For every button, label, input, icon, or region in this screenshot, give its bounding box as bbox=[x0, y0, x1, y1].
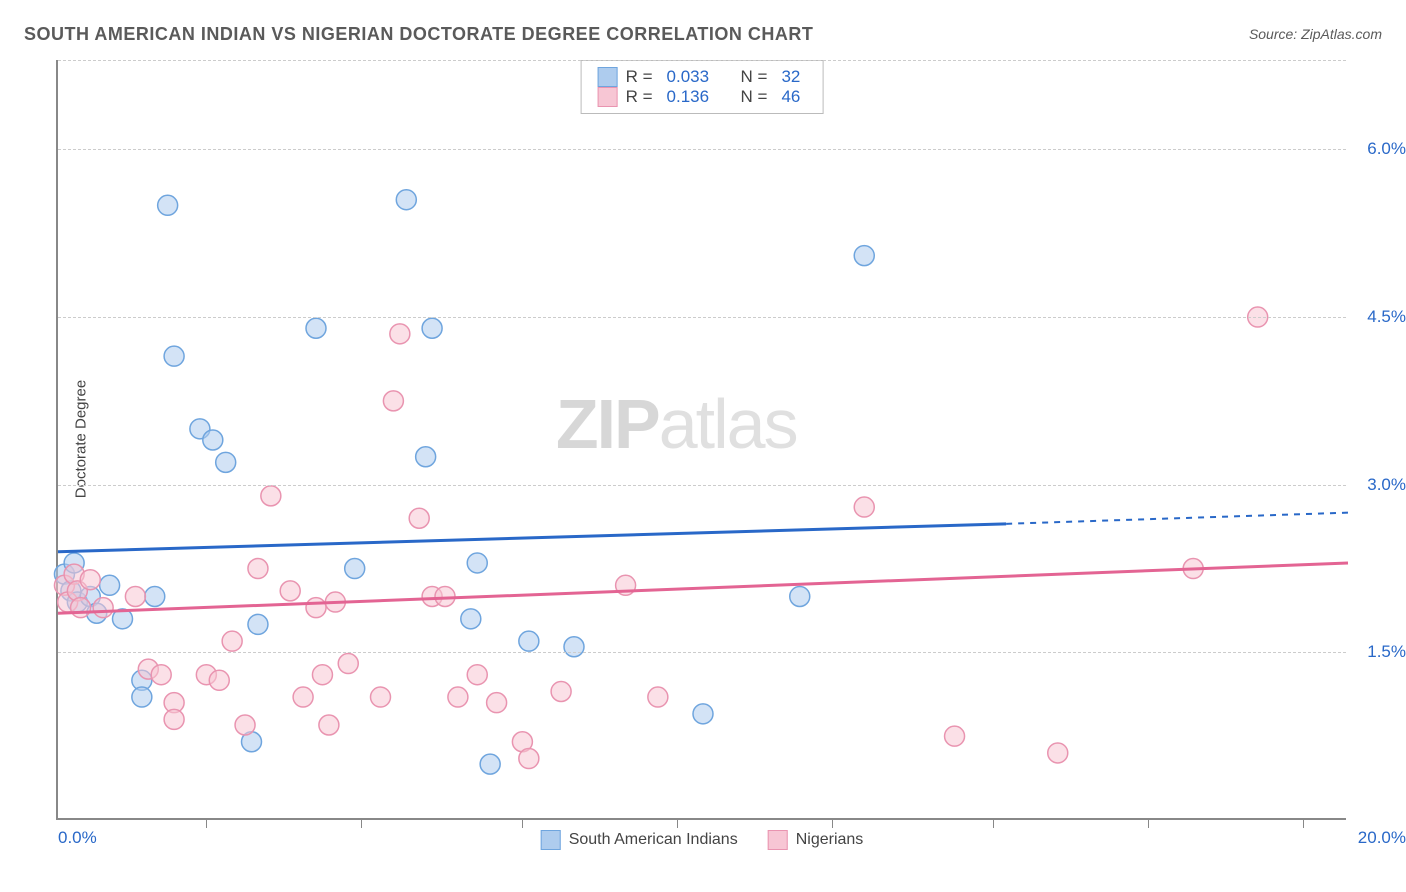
y-tick-label: 4.5% bbox=[1367, 307, 1406, 327]
data-point bbox=[164, 709, 184, 729]
data-point bbox=[125, 586, 145, 606]
data-point bbox=[790, 586, 810, 606]
data-point bbox=[151, 665, 171, 685]
stat-n-label: N = bbox=[741, 87, 768, 107]
data-point bbox=[1048, 743, 1068, 763]
data-point bbox=[409, 508, 429, 528]
gridline-h bbox=[58, 485, 1346, 486]
y-tick-label: 3.0% bbox=[1367, 475, 1406, 495]
stat-n-value: 32 bbox=[781, 67, 800, 87]
data-point bbox=[461, 609, 481, 629]
data-point bbox=[371, 687, 391, 707]
x-axis-max-label: 20.0% bbox=[1358, 828, 1406, 848]
legend-swatch bbox=[768, 830, 788, 850]
scatter-svg bbox=[58, 60, 1346, 818]
y-tick-label: 1.5% bbox=[1367, 642, 1406, 662]
data-point bbox=[519, 749, 539, 769]
stat-r-label: R = bbox=[626, 67, 653, 87]
x-tick bbox=[1148, 818, 1149, 828]
data-point bbox=[280, 581, 300, 601]
data-point bbox=[693, 704, 713, 724]
data-point bbox=[80, 570, 100, 590]
stat-r-value: 0.136 bbox=[667, 87, 710, 107]
data-point bbox=[648, 687, 668, 707]
data-point bbox=[261, 486, 281, 506]
data-point bbox=[216, 452, 236, 472]
data-point bbox=[422, 318, 442, 338]
stat-r-value: 0.033 bbox=[667, 67, 710, 87]
data-point bbox=[306, 318, 326, 338]
legend: South American Indians Nigerians bbox=[541, 830, 864, 850]
x-axis-min-label: 0.0% bbox=[58, 828, 97, 848]
data-point bbox=[467, 553, 487, 573]
x-tick bbox=[677, 818, 678, 828]
data-point bbox=[306, 598, 326, 618]
regression-line bbox=[58, 524, 1006, 552]
data-point bbox=[551, 681, 571, 701]
data-point bbox=[235, 715, 255, 735]
data-point bbox=[854, 246, 874, 266]
chart-title: SOUTH AMERICAN INDIAN VS NIGERIAN DOCTOR… bbox=[24, 24, 813, 45]
stat-n-value: 46 bbox=[781, 87, 800, 107]
legend-item: South American Indians bbox=[541, 830, 738, 850]
data-point bbox=[564, 637, 584, 657]
data-point bbox=[209, 670, 229, 690]
x-tick bbox=[206, 818, 207, 828]
legend-label: South American Indians bbox=[569, 831, 738, 849]
gridline-h bbox=[58, 317, 1346, 318]
legend-item: Nigerians bbox=[768, 830, 864, 850]
x-tick bbox=[522, 818, 523, 828]
data-point bbox=[222, 631, 242, 651]
data-point bbox=[396, 190, 416, 210]
data-point bbox=[854, 497, 874, 517]
data-point bbox=[145, 586, 165, 606]
data-point bbox=[158, 195, 178, 215]
gridline-h bbox=[58, 60, 1346, 61]
data-point bbox=[480, 754, 500, 774]
stat-n-label: N = bbox=[741, 67, 768, 87]
x-tick bbox=[832, 818, 833, 828]
stats-box: R = 0.033 N = 32 R = 0.136 N = 46 bbox=[581, 60, 824, 114]
x-tick bbox=[1303, 818, 1304, 828]
data-point bbox=[345, 559, 365, 579]
regression-line-dashed bbox=[1006, 513, 1348, 524]
legend-swatch bbox=[541, 830, 561, 850]
data-point bbox=[390, 324, 410, 344]
plot-region: ZIPatlas Doctorate Degree R =0.033 N =32… bbox=[56, 60, 1346, 820]
data-point bbox=[132, 687, 152, 707]
source-label: Source: ZipAtlas.com bbox=[1249, 26, 1382, 42]
legend-swatch bbox=[598, 67, 618, 87]
data-point bbox=[164, 346, 184, 366]
data-point bbox=[338, 654, 358, 674]
data-point bbox=[383, 391, 403, 411]
chart-area: ZIPatlas Doctorate Degree R =0.033 N =32… bbox=[56, 60, 1346, 820]
data-point bbox=[248, 559, 268, 579]
data-point bbox=[71, 598, 91, 618]
x-tick bbox=[993, 818, 994, 828]
x-tick bbox=[361, 818, 362, 828]
data-point bbox=[93, 598, 113, 618]
stats-row: R = 0.033 N = 32 bbox=[598, 67, 807, 87]
legend-swatch bbox=[598, 87, 618, 107]
data-point bbox=[100, 575, 120, 595]
data-point bbox=[248, 614, 268, 634]
y-tick-label: 6.0% bbox=[1367, 139, 1406, 159]
gridline-h bbox=[58, 149, 1346, 150]
data-point bbox=[416, 447, 436, 467]
data-point bbox=[293, 687, 313, 707]
gridline-h bbox=[58, 652, 1346, 653]
data-point bbox=[519, 631, 539, 651]
data-point bbox=[203, 430, 223, 450]
legend-label: Nigerians bbox=[796, 831, 864, 849]
stats-row: R = 0.136 N = 46 bbox=[598, 87, 807, 107]
stat-r-label: R = bbox=[626, 87, 653, 107]
data-point bbox=[448, 687, 468, 707]
data-point bbox=[312, 665, 332, 685]
data-point bbox=[487, 693, 507, 713]
data-point bbox=[467, 665, 487, 685]
data-point bbox=[319, 715, 339, 735]
data-point bbox=[945, 726, 965, 746]
